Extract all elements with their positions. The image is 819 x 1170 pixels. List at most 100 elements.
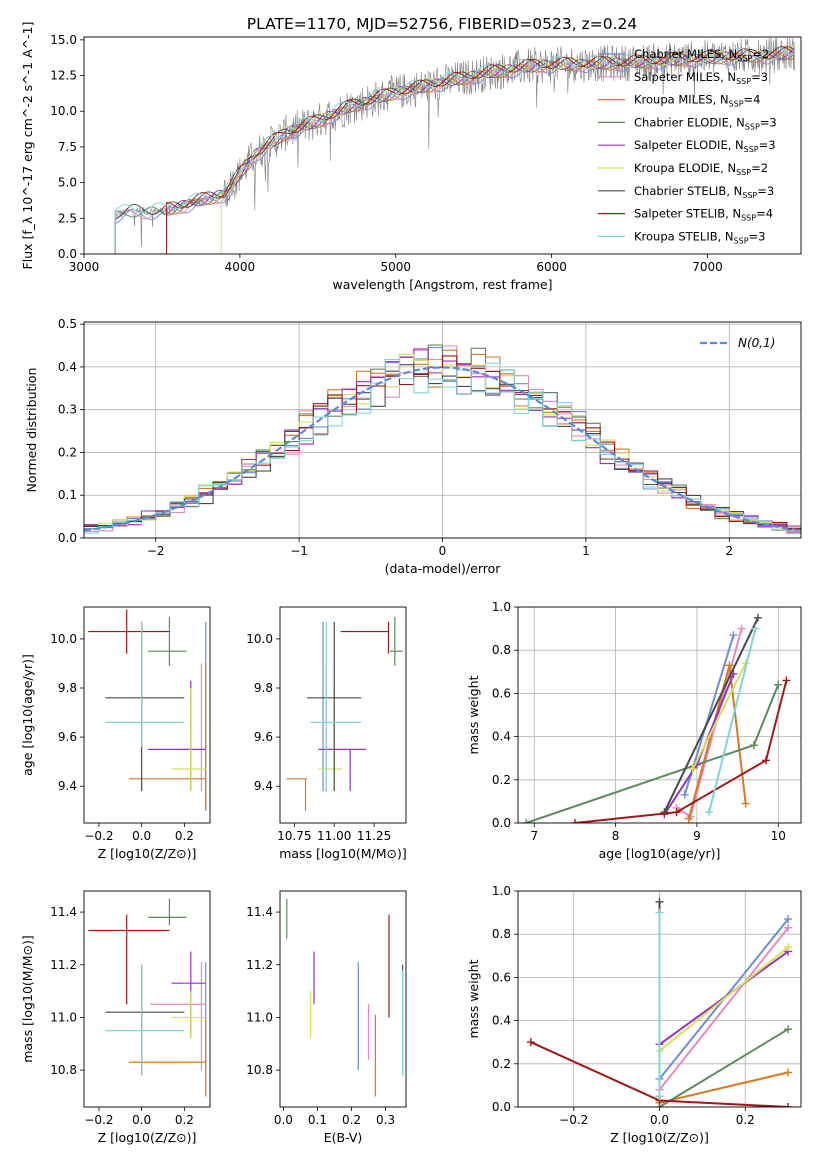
x-tick-label: 0.0 (274, 1113, 293, 1127)
y-tick-label: 10.0 (50, 104, 77, 118)
y-tick-label: 9.8 (254, 681, 273, 695)
legend-entry: Kroupa STELIB, NSSP=3 (634, 229, 765, 245)
y-axis-label: Normed distribution (24, 368, 39, 493)
x-tick-label: 10 (771, 829, 786, 843)
legend-count: =3 (757, 184, 774, 198)
mass-vs-metallicity-panel: −0.2 0.0 0.2 10.8 11.0 11.2 11.4 Z [log10(Z/Z⊙)… (20, 890, 211, 1145)
x-axis-label: (data-model)/error (385, 561, 502, 576)
mass-weight-marker (749, 741, 758, 750)
y-tick-label: 11.0 (50, 1010, 77, 1024)
weight-vs-age-panel: 7 8 9 10 0.0 0.2 0.4 0.6 0.8 1.0 age [log10(age/yr… (466, 600, 802, 861)
y-tick-label: 1.0 (492, 600, 511, 614)
x-tick-label: 6000 (536, 260, 567, 274)
plot-area (518, 891, 801, 1107)
y-tick-label: 0.0 (492, 1100, 511, 1114)
y-tick-label: 0.8 (492, 927, 511, 941)
x-tick-label: 9 (693, 829, 701, 843)
y-tick-label: 0.0 (492, 816, 511, 830)
mass-weight-marker (737, 624, 746, 633)
x-tick-label: −0.2 (84, 829, 113, 843)
y-tick-label: 10.8 (246, 1063, 273, 1077)
legend-subscript: SSP (741, 214, 756, 223)
age-vs-mass-panel: 10.75 11.00 11.25 9.4 9.6 9.8 10.0 mass [log10(… (246, 606, 407, 861)
mass-weight-marker (705, 808, 714, 817)
y-tick-label: 11.4 (246, 905, 273, 919)
plot-area (286, 616, 403, 811)
mass-weight-marker (784, 1103, 793, 1107)
x-tick-label: 0.0 (650, 1113, 669, 1127)
plot-area (518, 607, 801, 823)
y-axis-label: mass weight (466, 959, 481, 1038)
y-tick-label: 0.8 (492, 643, 511, 657)
mass-weight-marker (655, 908, 664, 917)
legend-entry: Chabrier STELIB, NSSP=3 (634, 184, 774, 200)
y-tick-label: 11.2 (246, 958, 273, 972)
mass-weight-marker (672, 808, 681, 817)
mass-weight-marker (784, 923, 793, 932)
x-tick-label: 8 (612, 829, 620, 843)
legend-count: =2 (751, 161, 768, 175)
x-tick-label: 0 (439, 544, 447, 558)
mass-weight-marker (684, 814, 693, 823)
mass-weight-marker (680, 790, 689, 799)
plot-area (114, 37, 796, 254)
y-tick-label: 0.1 (58, 488, 77, 502)
model-spectrum (166, 46, 794, 254)
x-tick-label: 7 (530, 829, 538, 843)
legend-entry: N(0,1) (738, 336, 775, 350)
y-tick-label: 0.4 (492, 730, 511, 744)
mass-weight-marker (782, 676, 791, 685)
x-tick-label: 0.2 (342, 1113, 361, 1127)
mass-weight-marker (655, 1092, 664, 1101)
y-tick-label: 0.5 (58, 317, 77, 331)
y-tick-label: 15.0 (50, 33, 77, 47)
y-tick-label: 9.4 (254, 779, 273, 793)
legend-subscript: SSP (734, 236, 749, 245)
model-spectrum (114, 46, 795, 254)
residual-histogram (84, 353, 801, 531)
legend-entry: Salpeter STELIB, NSSP=4 (634, 207, 773, 223)
y-tick-label: 0.6 (492, 970, 511, 984)
mass-weight-marker (741, 799, 750, 808)
y-tick-label: 11.2 (50, 958, 77, 972)
legend-subscript: SSP (737, 54, 752, 63)
legend-count: =3 (749, 229, 766, 243)
plot-area (84, 322, 801, 538)
mass-weight-marker (526, 1038, 535, 1047)
mass-weight-line (574, 680, 788, 823)
x-tick-label: −2 (147, 544, 165, 558)
mass-weight-marker (655, 897, 664, 906)
legend-count: =2 (752, 47, 769, 61)
legend-entry: Salpeter MILES, NSSP=3 (634, 70, 768, 86)
y-tick-label: 0.0 (58, 531, 77, 545)
y-axis-label: age [log10(age/yr)] (20, 654, 35, 776)
plot-area (88, 898, 207, 1097)
mass-weight-marker (751, 624, 760, 633)
y-tick-label: 10.0 (50, 632, 77, 646)
x-axis-label: mass [log10(M/M⊙)] (279, 846, 407, 861)
legend-entry: Chabrier ELODIE, NSSP=3 (634, 115, 777, 131)
mass-weight-marker (725, 661, 734, 670)
axes-frame (517, 890, 802, 1108)
x-tick-label: 7000 (692, 260, 723, 274)
mass-weight-marker (522, 819, 531, 823)
x-tick-label: −0.2 (559, 1113, 588, 1127)
age-vs-metallicity-panel: −0.2 0.0 0.2 9.4 9.6 9.8 10.0 Z [log10(Z/Z⊙)] ag… (20, 606, 211, 861)
x-tick-label: −0.2 (84, 1113, 113, 1127)
y-tick-label: 9.8 (58, 681, 77, 695)
axes-frame (83, 890, 211, 1108)
mass-weight-line (708, 628, 757, 813)
y-axis-label: Flux [f_λ 10^-17 erg cm^-2 s^-1 A^-1] (20, 22, 35, 270)
axes-frame (83, 606, 211, 824)
x-tick-label: 1 (582, 544, 590, 558)
legend-subscript: SSP (736, 168, 751, 177)
residual-histogram (84, 358, 801, 535)
y-tick-label: 0.6 (492, 686, 511, 700)
y-tick-label: 12.5 (50, 69, 77, 83)
y-tick-label: 1.0 (492, 884, 511, 898)
axes-frame (517, 606, 802, 824)
normal-distribution-curve (84, 366, 801, 532)
plot-area (286, 898, 404, 1097)
mass-weight-marker (688, 765, 697, 773)
residual-histogram (84, 355, 801, 530)
